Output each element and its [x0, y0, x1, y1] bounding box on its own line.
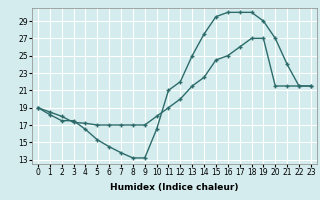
X-axis label: Humidex (Indice chaleur): Humidex (Indice chaleur)	[110, 183, 239, 192]
